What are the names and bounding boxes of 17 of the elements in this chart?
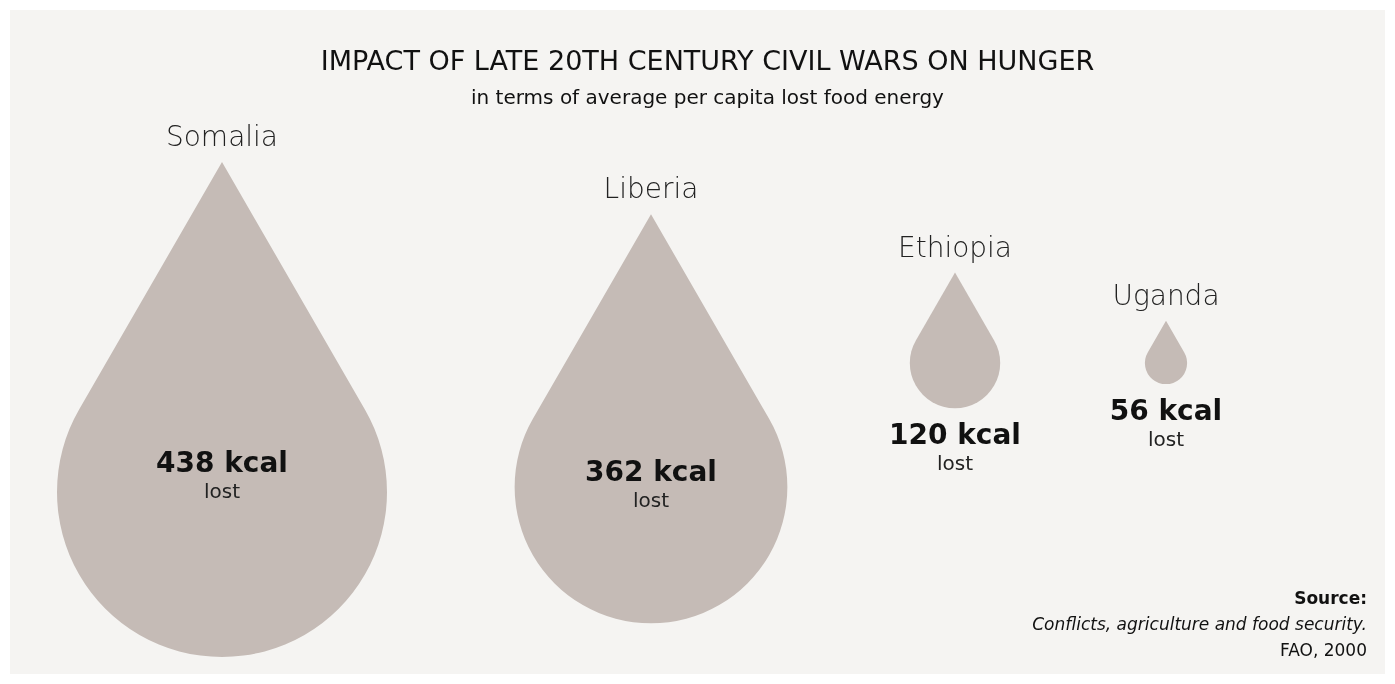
data-label: 120 kcal bbox=[889, 418, 1021, 452]
data-label: 56 kcal bbox=[1109, 394, 1223, 428]
category-label: Ethiopia bbox=[897, 230, 1013, 264]
source-note: Source: bbox=[1294, 588, 1367, 608]
text: IMPACT OF LATE 20TH CENTURY CIVIL WARS ON HUNGER bbox=[320, 45, 1095, 76]
data-label: 362 kcal bbox=[585, 455, 717, 488]
text: in terms of average per capita lost food energy bbox=[471, 85, 945, 109]
text: FAO, 2000 bbox=[1279, 640, 1367, 660]
text: lost bbox=[1147, 427, 1185, 452]
category-label: Uganda bbox=[1112, 278, 1220, 312]
data-label: 438 kcal bbox=[156, 446, 288, 479]
category-label: Somalia bbox=[165, 120, 279, 153]
text: lost bbox=[203, 479, 241, 503]
text: lost bbox=[632, 488, 670, 512]
category-label: Liberia bbox=[603, 172, 699, 206]
text: Conflicts, agriculture and food security. bbox=[1032, 614, 1367, 634]
text: lost bbox=[936, 451, 974, 476]
